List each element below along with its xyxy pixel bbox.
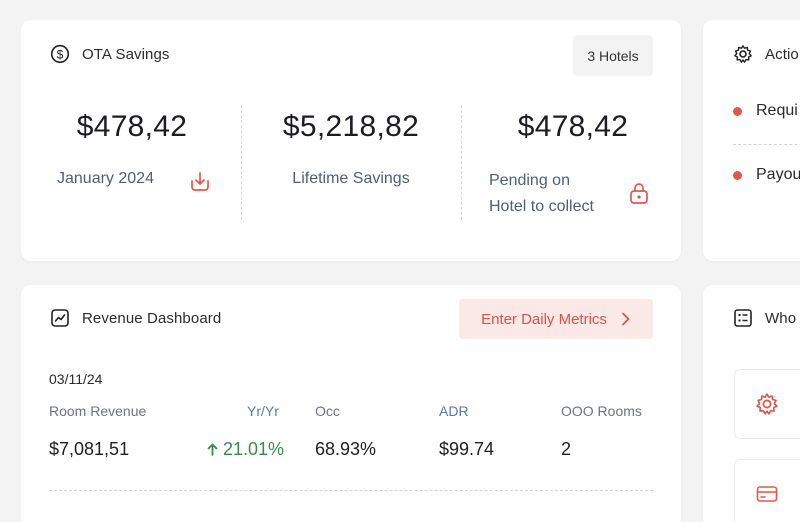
revenue-divider [49,490,653,491]
dollar-circle-icon: $ [50,44,70,64]
action-item-label: Payou [756,166,800,183]
hotels-count-badge[interactable]: 3 Hotels [573,35,653,76]
stat-pending-amount: $478,42 [517,110,629,143]
occ-value: 68.93% [315,439,377,459]
revenue-dashboard-header: Revenue Dashboard [50,308,221,328]
actions-header: Actio [733,44,799,64]
ooo-rooms-value: 2 [561,439,572,459]
arrow-up-icon [207,443,218,456]
trend-chart-icon [50,308,70,328]
download-icon[interactable] [188,170,212,194]
who-title: Who [765,309,797,327]
ota-savings-title: OTA Savings [82,45,170,63]
stat-divider [241,105,242,220]
stat-pending: $478,42 [493,110,653,144]
action-item[interactable]: Requi [733,102,798,120]
stat-pending-label-line1: Pending on [489,172,570,189]
stat-lifetime-label: Lifetime Savings [292,170,410,187]
ota-savings-card: $ OTA Savings 3 Hotels $478,42 January 2… [21,20,681,261]
revenue-dashboard-title: Revenue Dashboard [82,309,222,327]
stat-lifetime: $5,218,82 Lifetime Savings [266,110,436,192]
actions-title: Actio [765,45,799,63]
yoy-value: 21.01% [223,439,285,459]
settings-tile[interactable] [734,369,800,439]
lock-icon[interactable] [628,181,650,205]
enter-daily-metrics-label: Enter Daily Metrics [481,310,607,328]
metrics-date: 03/11/24 [49,371,103,387]
chevron-right-icon [621,312,631,326]
payment-card-tile[interactable] [734,459,800,522]
gear-icon [733,44,753,64]
col-adr-header: ADR [439,403,469,419]
action-item[interactable]: Payou [733,166,800,184]
room-revenue-value: $7,081,51 [49,439,130,459]
who-header: Who [733,308,796,328]
stat-month-amount: $478,42 [76,110,188,143]
col-ooo-header: OOO Rooms [561,403,642,419]
alert-dot [733,106,742,116]
checklist-icon [733,308,753,328]
col-occ-header: Occ [315,403,340,419]
stat-pending-label: Pending on Hotel to collect [489,168,594,220]
adr-value: $99.74 [439,439,495,459]
svg-text:$: $ [57,47,64,61]
revenue-dashboard-card: Revenue Dashboard Enter Daily Metrics 03… [21,285,681,522]
stat-lifetime-amount: $5,218,82 [282,110,420,143]
action-item-label: Requi [756,102,798,119]
credit-card-icon [755,482,779,506]
stat-month: $478,42 January 2024 [57,110,207,192]
ota-savings-header: $ OTA Savings [50,44,170,64]
col-yoy-header: Yr/Yr [247,403,279,419]
stat-divider [461,105,462,220]
settings-icon [755,392,779,416]
stat-month-label: January 2024 [57,170,154,187]
actions-card: Actio Requi Payou [703,20,800,261]
alert-dot [733,170,742,180]
who-card: Who [703,285,800,522]
col-room-revenue-header: Room Revenue [49,403,147,419]
actions-divider [733,144,800,145]
enter-daily-metrics-button[interactable]: Enter Daily Metrics [459,299,653,339]
yoy-change: 21.01% [207,439,284,460]
stat-pending-label-line2: Hotel to collect [489,198,594,215]
